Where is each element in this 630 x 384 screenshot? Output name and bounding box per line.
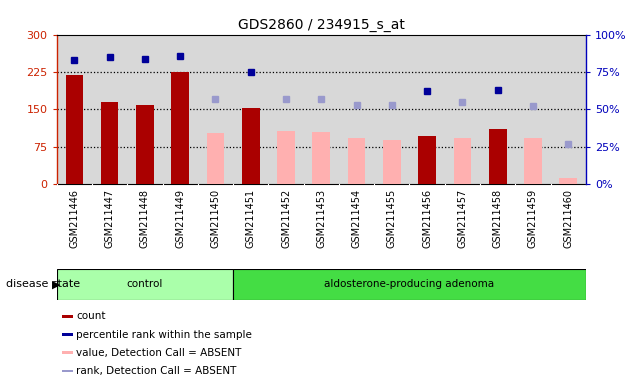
Text: control: control	[127, 279, 163, 289]
Bar	[304, 35, 339, 184]
Text: GSM211452: GSM211452	[281, 189, 291, 248]
Bar	[171, 72, 189, 184]
Bar	[163, 35, 198, 184]
Bar	[57, 269, 233, 300]
Text: GSM211455: GSM211455	[387, 189, 397, 248]
Bar	[62, 369, 73, 372]
Bar	[268, 35, 304, 184]
Bar	[101, 102, 118, 184]
Text: percentile rank within the sample: percentile rank within the sample	[76, 329, 252, 339]
Text: GSM211450: GSM211450	[210, 189, 220, 248]
Bar	[312, 132, 330, 184]
Bar	[524, 138, 542, 184]
Text: GSM211451: GSM211451	[246, 189, 256, 248]
Bar	[57, 35, 92, 184]
Bar	[454, 138, 471, 184]
Text: GSM211448: GSM211448	[140, 189, 150, 248]
Text: ▶: ▶	[52, 279, 60, 289]
Bar	[127, 35, 163, 184]
Text: GSM211454: GSM211454	[352, 189, 362, 248]
Text: rank, Detection Call = ABSENT: rank, Detection Call = ABSENT	[76, 366, 236, 376]
Bar	[277, 131, 295, 184]
Bar	[348, 138, 365, 184]
Bar	[339, 35, 374, 184]
Text: value, Detection Call = ABSENT: value, Detection Call = ABSENT	[76, 348, 241, 358]
Bar	[489, 129, 507, 184]
Bar	[62, 333, 73, 336]
Text: GSM211458: GSM211458	[493, 189, 503, 248]
Bar	[198, 35, 233, 184]
Bar	[207, 133, 224, 184]
Title: GDS2860 / 234915_s_at: GDS2860 / 234915_s_at	[238, 18, 404, 32]
Text: GSM211457: GSM211457	[457, 189, 467, 248]
Bar	[374, 35, 410, 184]
Text: GSM211449: GSM211449	[175, 189, 185, 248]
Text: GSM211446: GSM211446	[69, 189, 79, 248]
Bar	[66, 76, 83, 184]
Bar	[62, 315, 73, 318]
Bar	[559, 178, 577, 184]
Bar	[242, 108, 260, 184]
Text: GSM211460: GSM211460	[563, 189, 573, 248]
Bar	[136, 106, 154, 184]
Bar	[383, 141, 401, 184]
Bar	[445, 35, 480, 184]
Text: disease state: disease state	[6, 279, 81, 289]
Bar	[233, 269, 586, 300]
Text: aldosterone-producing adenoma: aldosterone-producing adenoma	[324, 279, 495, 289]
Bar	[418, 136, 436, 184]
Bar	[551, 35, 586, 184]
Bar	[480, 35, 515, 184]
Text: GSM211456: GSM211456	[422, 189, 432, 248]
Text: count: count	[76, 311, 106, 321]
Text: GSM211459: GSM211459	[528, 189, 538, 248]
Bar	[92, 35, 127, 184]
Bar	[233, 35, 268, 184]
Bar	[410, 35, 445, 184]
Text: GSM211447: GSM211447	[105, 189, 115, 248]
Bar	[62, 351, 73, 354]
Bar	[515, 35, 551, 184]
Text: GSM211453: GSM211453	[316, 189, 326, 248]
